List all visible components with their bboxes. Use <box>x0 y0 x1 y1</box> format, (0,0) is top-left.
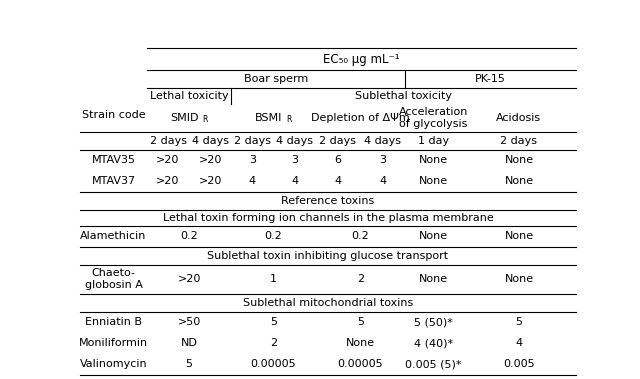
Text: Sublethal mitochondrial toxins: Sublethal mitochondrial toxins <box>243 298 413 308</box>
Text: 2: 2 <box>270 338 277 348</box>
Text: BSMI: BSMI <box>255 113 282 123</box>
Text: 4 days: 4 days <box>364 136 401 146</box>
Text: Valinomycin: Valinomycin <box>79 359 147 369</box>
Text: None: None <box>504 176 534 186</box>
Text: Enniatin B: Enniatin B <box>85 317 142 327</box>
Text: >50: >50 <box>177 317 201 327</box>
Text: 4: 4 <box>334 176 342 186</box>
Text: Alamethicin: Alamethicin <box>80 231 147 241</box>
Text: 0.00005: 0.00005 <box>251 359 296 369</box>
Text: None: None <box>504 274 534 284</box>
Text: Boar sperm: Boar sperm <box>244 74 308 84</box>
Text: Acceleration
of glycolysis: Acceleration of glycolysis <box>399 107 468 128</box>
Text: 3: 3 <box>291 155 298 165</box>
Text: Strain code: Strain code <box>82 111 145 121</box>
Text: 2: 2 <box>356 274 364 284</box>
Text: R: R <box>286 115 292 124</box>
Text: 5 (50)*: 5 (50)* <box>414 317 453 327</box>
Text: 0.00005: 0.00005 <box>337 359 383 369</box>
Text: Acidosis: Acidosis <box>497 113 541 123</box>
Text: Depletion of ΔΨm: Depletion of ΔΨm <box>311 113 410 123</box>
Text: 4: 4 <box>249 176 256 186</box>
Text: 0.005 (5)*: 0.005 (5)* <box>405 359 461 369</box>
Text: 4 days: 4 days <box>276 136 313 146</box>
Text: None: None <box>419 231 448 241</box>
Text: 5: 5 <box>186 359 193 369</box>
Text: 0.2: 0.2 <box>180 231 198 241</box>
Text: >20: >20 <box>177 274 201 284</box>
Text: >20: >20 <box>156 176 180 186</box>
Text: 3: 3 <box>379 155 386 165</box>
Text: None: None <box>346 338 375 348</box>
Text: MTAV35: MTAV35 <box>92 155 136 165</box>
Text: None: None <box>504 231 534 241</box>
Text: 2 days: 2 days <box>500 136 538 146</box>
Text: 1: 1 <box>270 274 277 284</box>
Text: 4 days: 4 days <box>192 136 228 146</box>
Text: >20: >20 <box>156 155 180 165</box>
Text: PK-15: PK-15 <box>475 74 506 84</box>
Text: EC₅₀ µg mL⁻¹: EC₅₀ µg mL⁻¹ <box>323 53 400 66</box>
Text: 0.2: 0.2 <box>264 231 282 241</box>
Text: Lethal toxicity: Lethal toxicity <box>150 91 228 101</box>
Text: 5: 5 <box>270 317 277 327</box>
Text: MTAV37: MTAV37 <box>92 176 136 186</box>
Text: ND: ND <box>180 338 198 348</box>
Text: 4: 4 <box>379 176 386 186</box>
Text: 3: 3 <box>249 155 256 165</box>
Text: 1 day: 1 day <box>418 136 449 146</box>
Text: 4: 4 <box>515 338 522 348</box>
Text: 2 days: 2 days <box>319 136 356 146</box>
Text: R: R <box>202 115 207 124</box>
Text: 5: 5 <box>356 317 364 327</box>
Text: SMID: SMID <box>170 113 198 123</box>
Text: >20: >20 <box>198 176 222 186</box>
Text: Sublethal toxin inhibiting glucose transport: Sublethal toxin inhibiting glucose trans… <box>207 251 449 261</box>
Text: None: None <box>419 274 448 284</box>
Text: Sublethal toxicity: Sublethal toxicity <box>355 91 452 101</box>
Text: None: None <box>419 155 448 165</box>
Text: Reference toxins: Reference toxins <box>282 196 374 206</box>
Text: 6: 6 <box>335 155 341 165</box>
Text: 5: 5 <box>515 317 522 327</box>
Text: None: None <box>419 176 448 186</box>
Text: 0.005: 0.005 <box>503 359 535 369</box>
Text: Chaeto-
globosin A: Chaeto- globosin A <box>84 268 143 290</box>
Text: Moniliformin: Moniliformin <box>79 338 148 348</box>
Text: 4 (40)*: 4 (40)* <box>414 338 453 348</box>
Text: 2 days: 2 days <box>234 136 271 146</box>
Text: 0.2: 0.2 <box>351 231 369 241</box>
Text: 2 days: 2 days <box>150 136 186 146</box>
Text: >20: >20 <box>198 155 222 165</box>
Text: 4: 4 <box>291 176 298 186</box>
Text: Lethal toxin forming ion channels in the plasma membrane: Lethal toxin forming ion channels in the… <box>163 213 493 223</box>
Text: None: None <box>504 155 534 165</box>
